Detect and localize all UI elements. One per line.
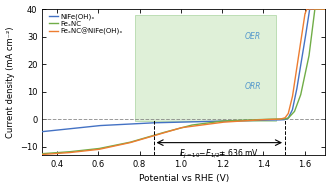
Text: ORR: ORR <box>245 82 261 91</box>
FeₓNC <box>313 8 317 10</box>
NiFe(OH)ₓ <box>161 121 165 124</box>
FeₓNC@NiFe(OH)ₓ <box>305 8 309 10</box>
Line: FeₓNC@NiFe(OH)ₓ: FeₓNC@NiFe(OH)ₓ <box>42 9 325 154</box>
Y-axis label: Current density (mA cm⁻²): Current density (mA cm⁻²) <box>6 26 15 138</box>
FeₓNC <box>318 8 322 10</box>
NiFe(OH)ₓ <box>287 115 291 117</box>
FeₓNC@NiFe(OH)ₓ <box>40 153 44 156</box>
Legend: NiFe(OH)ₓ, FeₓNC, FeₓNC@NiFe(OH)ₓ: NiFe(OH)ₓ, FeₓNC, FeₓNC@NiFe(OH)ₓ <box>47 10 125 38</box>
FeₓNC@NiFe(OH)ₓ <box>90 149 94 151</box>
FeₓNC <box>323 8 327 10</box>
FeₓNC@NiFe(OH)ₓ <box>287 108 291 110</box>
FeₓNC <box>287 116 291 118</box>
NiFe(OH)ₓ <box>318 8 322 10</box>
Text: OER: OER <box>245 32 261 41</box>
Text: $E_{j=10}$$-$$E_{1/2}$= 636 mV: $E_{j=10}$$-$$E_{1/2}$= 636 mV <box>179 148 260 161</box>
FeₓNC <box>40 153 44 155</box>
FeₓNC <box>90 148 94 151</box>
NiFe(OH)ₓ <box>73 127 77 129</box>
FeₓNC <box>161 132 165 134</box>
FeₓNC@NiFe(OH)ₓ <box>73 151 77 153</box>
Bar <box>135 15 276 121</box>
NiFe(OH)ₓ <box>90 125 94 128</box>
NiFe(OH)ₓ <box>40 130 44 133</box>
NiFe(OH)ₓ <box>307 8 311 10</box>
Line: NiFe(OH)ₓ: NiFe(OH)ₓ <box>42 9 325 132</box>
FeₓNC@NiFe(OH)ₓ <box>318 8 322 10</box>
FeₓNC@NiFe(OH)ₓ <box>161 132 165 134</box>
NiFe(OH)ₓ <box>149 122 153 124</box>
NiFe(OH)ₓ <box>323 8 327 10</box>
FeₓNC@NiFe(OH)ₓ <box>323 8 327 10</box>
Line: FeₓNC: FeₓNC <box>42 9 325 154</box>
FeₓNC <box>149 135 153 137</box>
FeₓNC@NiFe(OH)ₓ <box>149 135 153 138</box>
FeₓNC <box>73 150 77 152</box>
X-axis label: Potential vs RHE (V): Potential vs RHE (V) <box>139 174 229 184</box>
